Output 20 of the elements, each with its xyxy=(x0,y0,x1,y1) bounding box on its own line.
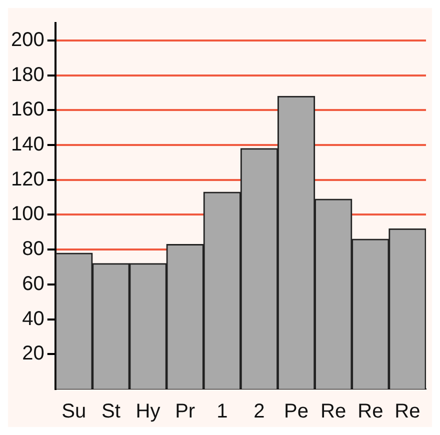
x-tick-label: Su xyxy=(62,400,86,423)
y-tick-label: 40 xyxy=(22,308,44,330)
x-tick-label: 1 xyxy=(216,400,228,423)
x-tick-label: Hy xyxy=(136,400,160,423)
x-tick-label: Pr xyxy=(175,400,196,423)
x-tick-label: 2 xyxy=(254,400,265,423)
x-tick-label: St xyxy=(102,400,121,423)
y-tick-label: 160 xyxy=(10,98,44,121)
y-tick-label: 60 xyxy=(22,272,44,295)
x-tick-label: Re xyxy=(320,400,346,423)
y-tick-label: 200 xyxy=(10,28,44,51)
y-tick-label: 120 xyxy=(10,168,44,190)
y-tick-label: 20 xyxy=(22,342,44,365)
y-tick-label: 140 xyxy=(10,134,44,156)
x-tick-label: Pe xyxy=(284,400,309,423)
y-tick-label: 180 xyxy=(10,64,44,86)
x-tick-label: Re xyxy=(358,400,384,423)
y-tick-label: 80 xyxy=(22,238,44,260)
y-tick-label: 100 xyxy=(10,203,44,226)
x-tick-label: Re xyxy=(394,400,420,423)
